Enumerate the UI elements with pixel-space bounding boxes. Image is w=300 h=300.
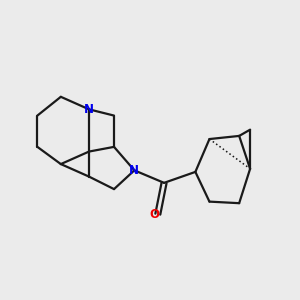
Text: O: O [150,208,160,220]
Text: N: N [129,164,140,177]
Text: N: N [84,103,94,116]
